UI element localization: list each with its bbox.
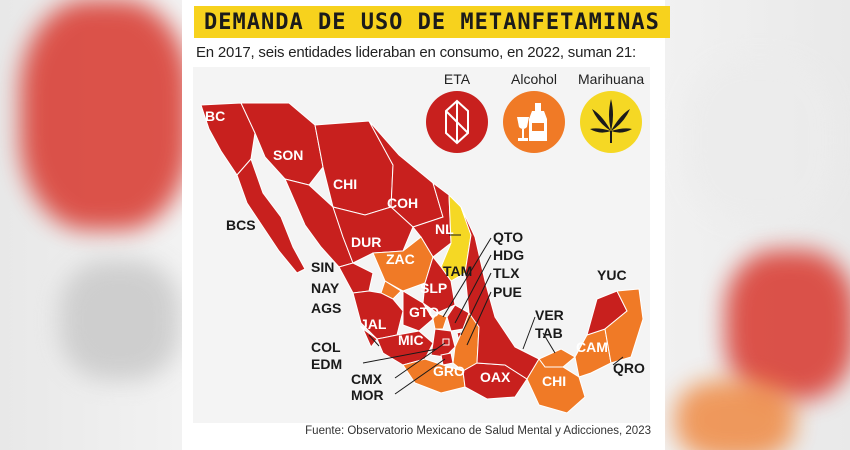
title-banner: DEMANDA DE USO DE METANFETAMINAS bbox=[194, 6, 670, 38]
blurred-background-left bbox=[0, 0, 182, 450]
blurred-background-right bbox=[665, 0, 850, 450]
bottle-glass-icon bbox=[503, 91, 565, 153]
label-hdg: HDG bbox=[493, 247, 525, 263]
legend-alcohol: Alcohol bbox=[501, 71, 567, 153]
map-panel: BC SON CHI COH NL DUR ZAC TAM SLP GTO JA… bbox=[193, 67, 650, 423]
label-qto: QTO bbox=[493, 229, 524, 245]
label-tlx: TLX bbox=[493, 265, 520, 281]
legend-label-alcohol: Alcohol bbox=[511, 71, 557, 87]
label-bc: BC bbox=[205, 108, 226, 124]
label-jal: JAL bbox=[360, 316, 387, 332]
legend-marihuana: Marihuana bbox=[578, 71, 644, 153]
crystal-icon bbox=[426, 91, 488, 153]
label-zac: ZAC bbox=[386, 251, 415, 267]
legend-label-eta: ETA bbox=[443, 71, 471, 87]
leader-lines bbox=[362, 234, 624, 395]
label-nay: NAY bbox=[311, 280, 340, 296]
label-ags: AGS bbox=[311, 300, 342, 316]
label-sin: SIN bbox=[311, 259, 335, 275]
subtitle: En 2017, seis entidades lideraban en con… bbox=[196, 44, 637, 61]
label-dur: DUR bbox=[351, 234, 382, 250]
label-mic: MIC bbox=[398, 332, 424, 348]
state-slp bbox=[422, 255, 456, 314]
state-tab bbox=[538, 348, 576, 368]
label-mor: MOR bbox=[351, 387, 384, 403]
label-oax: OAX bbox=[480, 369, 511, 385]
label-nl: NL bbox=[435, 221, 454, 237]
label-yuc: YUC bbox=[597, 267, 627, 283]
legend-eta: ETA bbox=[424, 71, 490, 153]
label-coh: COH bbox=[387, 195, 419, 211]
state-col bbox=[361, 327, 378, 348]
label-cam: CAM bbox=[576, 339, 608, 355]
state-nay bbox=[338, 262, 374, 294]
state-qro bbox=[604, 288, 644, 364]
page-title: DEMANDA DE USO DE METANFETAMINAS bbox=[204, 9, 660, 35]
label-tam: TAM bbox=[443, 263, 473, 279]
label-ver: VER bbox=[535, 307, 564, 323]
label-bcs: BCS bbox=[226, 217, 256, 233]
label-col: COL bbox=[311, 339, 341, 355]
label-cmx: CMX bbox=[351, 371, 383, 387]
source-note: Fuente: Observatorio Mexicano de Salud M… bbox=[305, 425, 651, 437]
label-chi: CHI bbox=[333, 176, 358, 192]
label-tab: TAB bbox=[535, 325, 563, 341]
cannabis-leaf-icon bbox=[580, 91, 642, 153]
infographic-card: DEMANDA DE USO DE METANFETAMINAS En 2017… bbox=[182, 0, 670, 450]
state-bcs bbox=[236, 158, 306, 274]
label-gto: GTO bbox=[409, 304, 440, 320]
label-pue: PUE bbox=[493, 284, 522, 300]
label-qro: QRO bbox=[613, 360, 645, 376]
label-son: SON bbox=[273, 147, 304, 163]
label-edm: EDM bbox=[311, 356, 343, 372]
label-slp: SLP bbox=[420, 280, 448, 296]
mexico-map bbox=[200, 102, 644, 414]
legend-label-marihuana: Marihuana bbox=[578, 71, 645, 87]
label-gro: GRO bbox=[433, 363, 465, 379]
label-chis: CHI bbox=[542, 373, 567, 389]
